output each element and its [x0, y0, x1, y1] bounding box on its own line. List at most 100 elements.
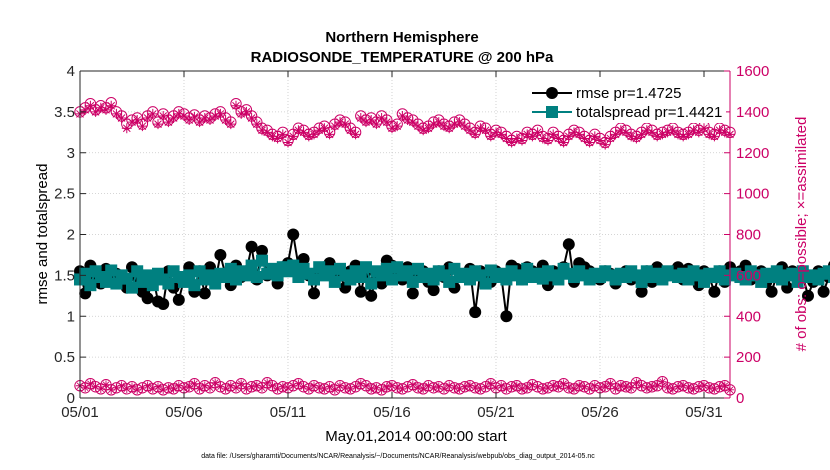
y2-tick-label: 1400 — [736, 104, 769, 121]
obs_assimilated-point — [501, 133, 512, 144]
obs_assimilated-point — [709, 131, 720, 142]
rmse-point — [406, 287, 419, 300]
rmse-point — [817, 285, 830, 298]
obs_assimilated-point — [376, 113, 387, 124]
rmse-point — [354, 285, 367, 298]
series-obs_lower — [74, 375, 736, 396]
rmse-point — [157, 297, 170, 310]
legend: rmse pr=1.4725 totalspread pr=1.4421 — [520, 77, 726, 123]
totalspread-point — [828, 271, 830, 284]
obs_assimilated-point — [683, 129, 694, 140]
obs_assimilated-point — [652, 131, 663, 142]
y2-tick-label: 1600 — [736, 63, 769, 80]
obs_assimilated-point — [277, 129, 288, 140]
obs_assimilated-point — [106, 100, 117, 111]
obs_assimilated-point — [116, 113, 127, 124]
obs_assimilated-point — [678, 131, 689, 142]
y-tick-label: 0.5 — [54, 349, 75, 366]
obs_assimilated-point — [225, 119, 236, 130]
totalspread-point — [354, 271, 367, 284]
obs_assimilated-point — [558, 137, 569, 148]
totalspread-point — [516, 273, 528, 286]
legend-rmse-marker — [546, 87, 558, 99]
obs_assimilated-point — [340, 119, 351, 130]
obs_assimilated-point — [215, 108, 226, 119]
obs_assimilated-point — [127, 117, 137, 128]
y-tick-label: 2.5 — [54, 186, 75, 203]
obs_assimilated-point — [137, 121, 148, 132]
y-tick-label: 1 — [67, 308, 75, 325]
x-tick-label: 05/01 — [61, 404, 99, 421]
rmse-point — [245, 240, 258, 253]
obs_assimilated-point — [314, 125, 325, 136]
obs_assimilated-point — [205, 115, 215, 126]
obs_assimilated-point — [189, 111, 200, 122]
obs_assimilated-point — [184, 115, 195, 126]
obs_assimilated-point — [111, 108, 122, 119]
obs_assimilated-point — [595, 135, 605, 146]
totalspread-point — [323, 265, 336, 278]
obs_assimilated-point — [418, 125, 429, 136]
y-tick-label: 0 — [67, 390, 75, 407]
legend-rmse-label: rmse pr=1.4725 — [576, 85, 681, 102]
totalspread-point — [240, 269, 253, 282]
obs_assimilated-point — [199, 113, 210, 124]
totalspread-point — [360, 261, 372, 274]
obs_assimilated-point — [626, 131, 637, 142]
series-obs_assimilated — [75, 100, 735, 150]
obs_assimilated-point — [147, 108, 158, 119]
obs_assimilated-point — [168, 113, 179, 124]
obs_assimilated-point — [506, 137, 517, 148]
obs_assimilated-point — [647, 127, 657, 138]
obs_assimilated-point — [246, 113, 257, 124]
obs_assimilated-point — [511, 133, 522, 144]
obs_assimilated-point — [350, 129, 361, 140]
obs_assimilated-point — [475, 123, 486, 134]
obs_assimilated-point — [371, 119, 382, 130]
totalspread-point — [406, 275, 419, 288]
obs_assimilated-point — [699, 123, 709, 134]
totalspread-point — [141, 269, 154, 282]
totalspread-point — [791, 275, 804, 288]
x-tick-label: 05/16 — [373, 404, 411, 421]
rmse-point — [802, 289, 814, 302]
chart-subtitle: RADIOSONDE_TEMPERATURE @ 200 hPa — [251, 49, 554, 66]
rmse-point — [172, 293, 185, 306]
obs_assimilated-point — [366, 115, 377, 126]
obs_assimilated-point — [272, 133, 283, 144]
y2-tick-label: 600 — [736, 267, 761, 284]
obs_assimilated-point — [553, 133, 564, 144]
obs_assimilated-point — [335, 117, 345, 128]
obs_assimilated-point — [220, 115, 231, 126]
totalspread-point — [308, 273, 320, 286]
rmse-point — [765, 285, 778, 298]
y2-tick-label: 800 — [736, 227, 761, 244]
x-tick-label: 05/06 — [165, 404, 203, 421]
obs_assimilated-point — [693, 127, 704, 138]
y-axis-label: rmse and totalspread — [34, 164, 51, 305]
obs_assimilated-point — [537, 133, 548, 144]
obs_assimilated-point — [428, 119, 439, 130]
obs_assimilated-point — [543, 135, 553, 146]
obs_assimilated-point — [90, 106, 101, 117]
totalspread-point — [224, 262, 237, 275]
obs_assimilated-point — [387, 123, 397, 134]
totalspread-point — [287, 259, 300, 272]
obs_assimilated-point — [459, 121, 470, 132]
obs_assimilated-point — [324, 129, 335, 140]
obs_assimilated-point — [522, 129, 533, 140]
obs_assimilated-point — [662, 127, 673, 138]
totalspread-point — [401, 265, 414, 278]
obs_assimilated-point — [496, 129, 507, 140]
obs_assimilated-point — [439, 121, 449, 132]
x-tick-label: 05/21 — [477, 404, 515, 421]
y2-tick-label: 0 — [736, 390, 744, 407]
rmse-point — [308, 287, 320, 300]
obs_assimilated-point — [433, 117, 444, 128]
y-tick-label: 3 — [67, 145, 75, 162]
obs_assimilated-point — [80, 104, 91, 115]
y-tick-label: 1.5 — [54, 267, 75, 284]
axis-ticks: 05/01 05/06 05/11 05/16 05/21 05/26 05/31 0 0.5 1… — [54, 63, 769, 421]
obs_assimilated-point — [101, 104, 111, 115]
